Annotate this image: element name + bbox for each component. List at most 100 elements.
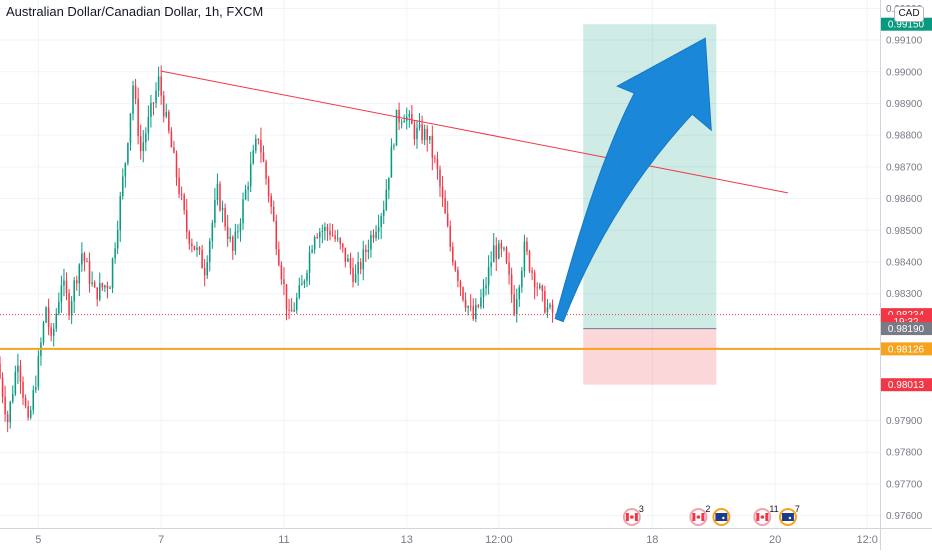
candle-body	[365, 249, 367, 253]
y-tick-label: 0.98700	[886, 162, 923, 173]
candle-body	[426, 128, 428, 140]
currency-button[interactable]: CAD	[894, 6, 924, 22]
candle-body	[308, 252, 311, 273]
y-tick-label: 0.98900	[886, 99, 923, 110]
candle-body	[265, 161, 267, 179]
ca-flag-leaf	[696, 515, 701, 519]
x-tick-label: 18	[646, 534, 658, 546]
price-tag-label: 0.98190	[888, 324, 925, 335]
candle-body	[60, 285, 63, 302]
candle-body	[201, 249, 203, 269]
candle-body	[395, 109, 398, 146]
candle-body	[91, 282, 93, 284]
event-count: 7	[795, 504, 800, 514]
y-tick-label: 0.98400	[886, 258, 923, 269]
candle-body	[96, 287, 98, 300]
candle-body	[487, 266, 490, 286]
ca-flag-band	[701, 513, 705, 521]
candle-body	[180, 194, 183, 196]
candle-body	[45, 307, 47, 323]
candle-body	[63, 280, 65, 286]
candle-body	[546, 306, 549, 313]
candle-body	[423, 128, 426, 141]
candle-body	[193, 245, 196, 250]
candle-body	[444, 197, 446, 214]
candle-body	[495, 245, 498, 259]
candle-body	[536, 287, 538, 289]
candle-body	[242, 199, 244, 224]
candle-body	[124, 163, 127, 177]
candle-body	[303, 280, 306, 284]
candle-body	[429, 136, 431, 140]
candle-body	[247, 186, 249, 190]
candle-body	[175, 152, 178, 178]
stop-zone[interactable]	[583, 328, 717, 385]
candle-body	[316, 237, 318, 239]
candle-body	[262, 152, 265, 162]
candle-body	[147, 117, 150, 134]
candle-body	[446, 213, 449, 227]
candle-body	[326, 227, 329, 231]
candle-body	[162, 95, 165, 117]
y-tick-label: 0.97600	[886, 511, 923, 522]
candle-body	[114, 248, 116, 259]
candle-body	[321, 231, 324, 233]
y-tick-label: 0.98300	[886, 289, 923, 300]
candle-body	[472, 306, 475, 320]
candle-body	[441, 186, 444, 198]
candle-body	[55, 313, 58, 329]
candle-body	[78, 264, 81, 284]
au-flag-star	[788, 516, 792, 520]
y-tick-label: 0.99100	[886, 36, 923, 47]
candle-body	[498, 243, 500, 259]
candle-body	[313, 237, 316, 250]
candle-body	[518, 287, 521, 300]
candle-body	[226, 226, 229, 239]
candle-body	[469, 306, 472, 308]
candle-body	[155, 90, 157, 104]
candle-body	[145, 133, 147, 143]
candle-body	[295, 297, 298, 311]
candle-body	[449, 226, 451, 247]
candle-body	[452, 246, 454, 263]
candle-body	[485, 285, 487, 289]
candle-body	[372, 234, 375, 239]
candle-body	[513, 294, 515, 315]
candle-body	[32, 389, 35, 411]
candle-body	[290, 309, 293, 312]
arrow-up-icon[interactable]	[554, 37, 712, 323]
candle-body	[275, 220, 278, 250]
y-tick-label: 0.99000	[886, 67, 923, 78]
resistance-trendline[interactable]	[161, 70, 789, 194]
candle-body	[239, 223, 242, 232]
candle-body	[185, 210, 188, 232]
candle-body	[191, 243, 193, 246]
candle-body	[439, 169, 441, 187]
candle-body	[0, 363, 1, 378]
candle-body	[324, 227, 326, 232]
candle-body	[139, 136, 142, 152]
candle-body	[203, 268, 206, 276]
candle-body	[260, 140, 262, 153]
candle-body	[152, 102, 155, 104]
candle-body	[224, 208, 226, 227]
candle-body	[352, 267, 354, 282]
candle-body	[385, 189, 388, 210]
candle-body	[457, 270, 459, 282]
candle-body	[122, 176, 124, 197]
ca-flag-leaf	[630, 515, 634, 519]
candle-body	[533, 272, 536, 288]
candle-body	[334, 235, 336, 240]
candle-body	[229, 236, 231, 239]
candle-body	[288, 309, 290, 311]
candle-body	[413, 124, 416, 140]
candle-body	[22, 381, 24, 398]
candle-body	[526, 241, 528, 252]
candle-body	[142, 142, 145, 152]
x-tick-label: 12:0	[856, 534, 877, 546]
candle-body	[244, 189, 247, 200]
y-tick-label: 0.97900	[886, 416, 923, 427]
candle-body	[544, 291, 546, 313]
